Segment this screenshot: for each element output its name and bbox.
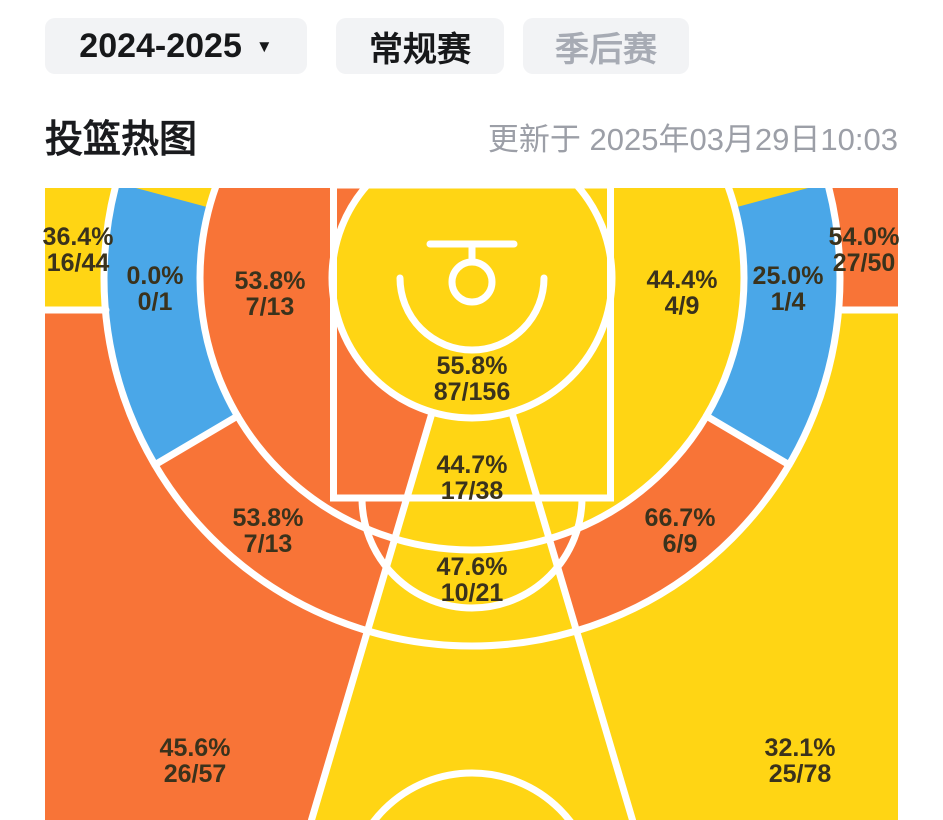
zone-label-top-of-key-midrange: 47.6% 10/21 (437, 554, 508, 606)
zone-label-left-baseline-midrange: 0.0% 0/1 (127, 263, 184, 315)
tab-playoffs[interactable]: 季后赛 (523, 18, 689, 74)
zone-label-left-wing-3: 45.6% 26/57 (160, 735, 231, 787)
zone-ratio: 17/38 (440, 477, 504, 505)
zone-right-paint-side-midrange (511, 188, 745, 539)
zone-label-right-wing-3: 32.1% 25/78 (765, 735, 836, 787)
zone-pct: 54.0% (828, 223, 900, 251)
zone-pct: 0.0% (126, 262, 184, 290)
zone-left-baseline-midrange (103, 188, 238, 465)
zone-ratio: 16/44 (46, 249, 110, 277)
zone-pct: 36.4% (42, 223, 114, 251)
zone-pct: 25.0% (752, 262, 824, 290)
zone-label-restricted-area: 55.8% 87/156 (434, 353, 510, 405)
zone-ratio: 4/9 (664, 292, 700, 320)
zone-ratio: 27/50 (832, 249, 896, 277)
tab-playoffs-label: 季后赛 (555, 30, 657, 69)
tab-regular-season-label: 常规赛 (369, 30, 471, 69)
zone-left-elbow-midrange (154, 416, 395, 631)
zone-right-baseline-midrange (706, 188, 841, 465)
chevron-down-icon: ▼ (255, 36, 273, 56)
zone-ratio: 7/13 (243, 530, 293, 558)
zone-pct: 32.1% (764, 734, 836, 762)
zone-label-left-corner-3: 36.4% 16/44 (43, 224, 114, 276)
zone-ratio: 7/13 (245, 293, 295, 321)
zone-label-right-paint-side-midrange: 44.4% 4/9 (647, 267, 718, 319)
tab-regular-season[interactable]: 常规赛 (336, 18, 504, 74)
zone-ratio: 87/156 (433, 378, 511, 406)
zone-label-right-elbow-midrange: 66.7% 6/9 (645, 505, 716, 557)
zone-low-paint (394, 412, 550, 551)
zone-pct: 53.8% (234, 267, 306, 295)
zone-label-right-baseline-midrange: 25.0% 1/4 (753, 263, 824, 315)
zone-pct: 53.8% (232, 504, 304, 532)
zone-label-right-corner-3: 54.0% 27/50 (829, 224, 900, 276)
zone-label-low-paint: 44.7% 17/38 (437, 452, 508, 504)
zone-pct: 45.6% (159, 734, 231, 762)
season-dropdown-label: 2024-2025 (79, 26, 242, 65)
season-dropdown[interactable]: 2024-2025 ▼ (45, 18, 307, 74)
zone-pct: 44.7% (436, 451, 508, 479)
zone-label-left-elbow-midrange: 53.8% 7/13 (233, 505, 304, 557)
zone-right-elbow-midrange (549, 416, 790, 631)
page-title: 投篮热图 (45, 119, 198, 161)
zone-ratio: 0/1 (137, 288, 173, 316)
zone-pct: 47.6% (436, 553, 508, 581)
zone-pct: 66.7% (644, 504, 716, 532)
zone-left-paint-side-midrange (199, 188, 433, 539)
zone-ratio: 6/9 (662, 530, 698, 558)
updated-timestamp: 更新于 2025年03月29日10:03 (487, 122, 898, 157)
zone-pct: 55.8% (436, 352, 508, 380)
zone-ratio: 10/21 (440, 579, 504, 607)
zone-label-left-paint-side-midrange: 53.8% 7/13 (235, 268, 306, 320)
zone-ratio: 26/57 (163, 760, 227, 788)
zone-pct: 44.4% (646, 266, 718, 294)
zone-ratio: 1/4 (770, 288, 806, 316)
zone-ratio: 25/78 (768, 760, 832, 788)
court-lines (45, 188, 898, 820)
zone-top-of-key-midrange (367, 538, 577, 647)
